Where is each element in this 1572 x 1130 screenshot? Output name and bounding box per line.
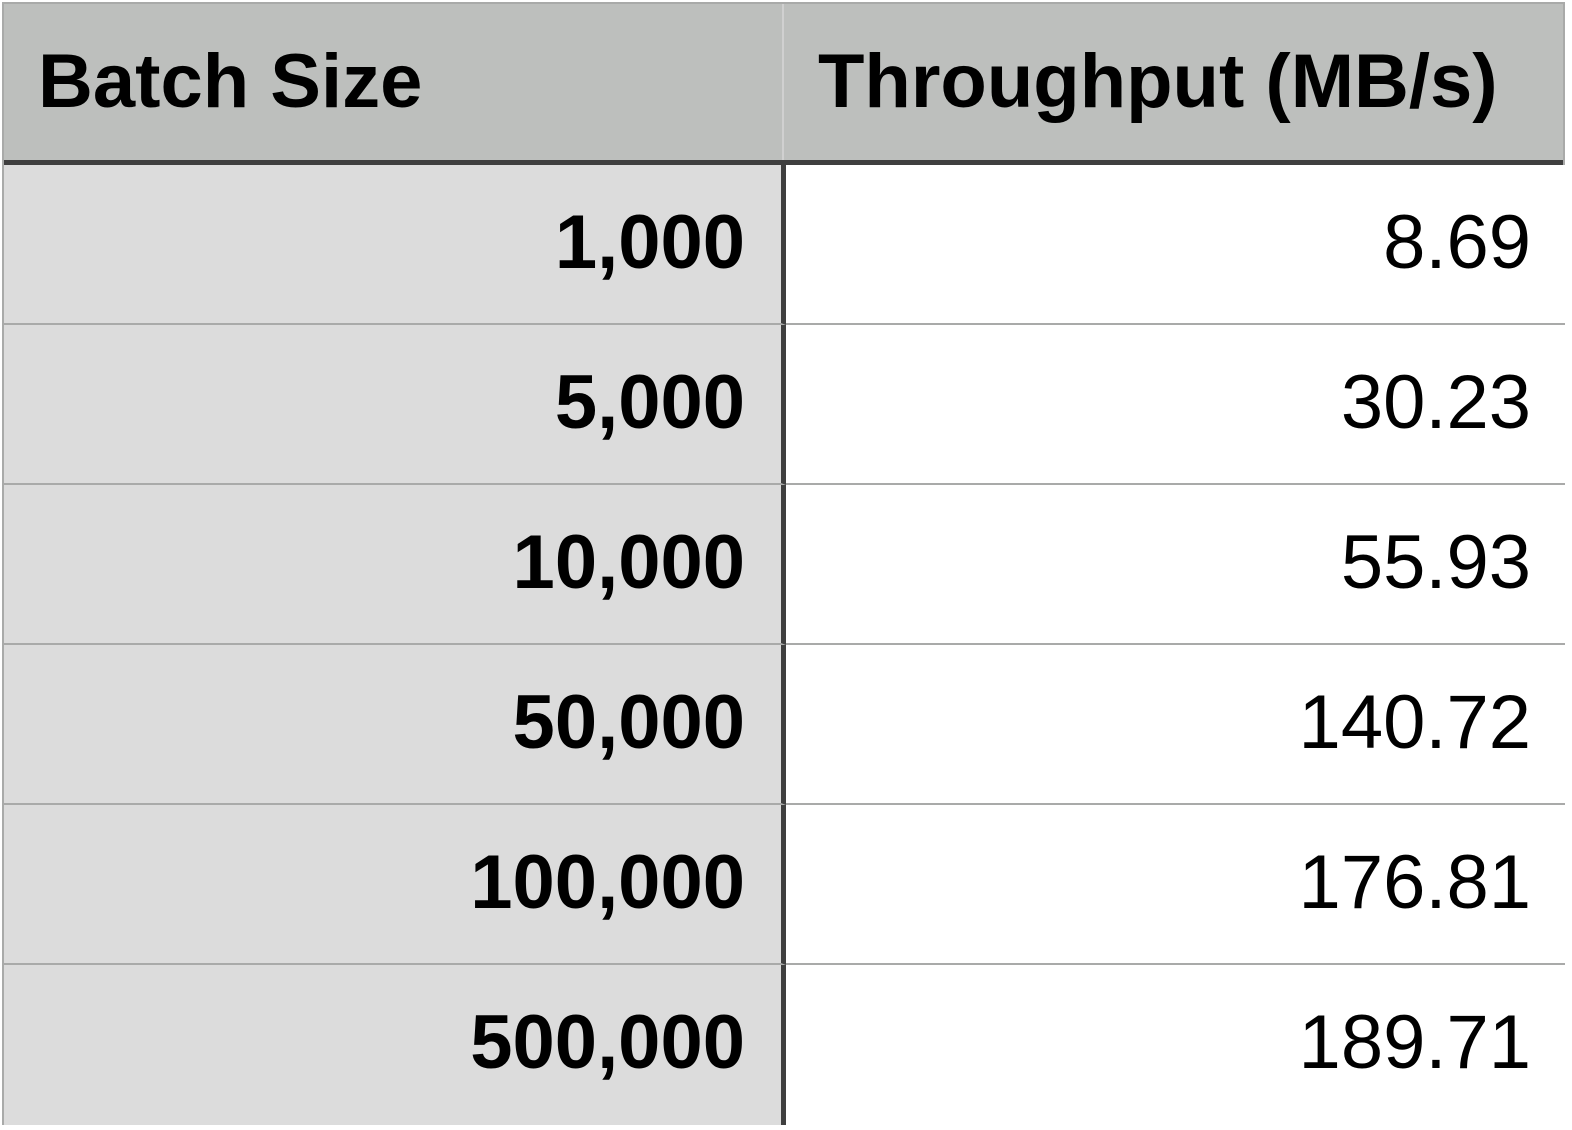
batch-size-cell: 500,000 — [4, 965, 786, 1125]
batch-size-cell: 50,000 — [4, 645, 786, 805]
throughput-cell: 189.71 — [786, 965, 1565, 1125]
batch-size-cell: 10,000 — [4, 485, 786, 645]
batch-size-cell: 100,000 — [4, 805, 786, 965]
table-row: 5,000 30.23 — [4, 325, 1565, 485]
table-row: 50,000 140.72 — [4, 645, 1565, 805]
table-row: 10,000 55.93 — [4, 485, 1565, 645]
throughput-cell: 176.81 — [786, 805, 1565, 965]
throughput-cell: 55.93 — [786, 485, 1565, 645]
batch-size-cell: 1,000 — [4, 165, 786, 325]
column-header-throughput: Throughput (MB/s) — [818, 39, 1498, 124]
throughput-cell: 140.72 — [786, 645, 1565, 805]
throughput-cell: 30.23 — [786, 325, 1565, 485]
batch-size-cell: 5,000 — [4, 325, 786, 485]
throughput-cell: 8.69 — [786, 165, 1565, 325]
column-header-batch-size: Batch Size — [4, 4, 784, 160]
table-header-row: Batch Size Throughput (MB/s) — [4, 4, 1563, 165]
table-row: 1,000 8.69 — [4, 165, 1565, 325]
table-row: 500,000 189.71 — [4, 965, 1565, 1125]
table-row: 100,000 176.81 — [4, 805, 1565, 965]
